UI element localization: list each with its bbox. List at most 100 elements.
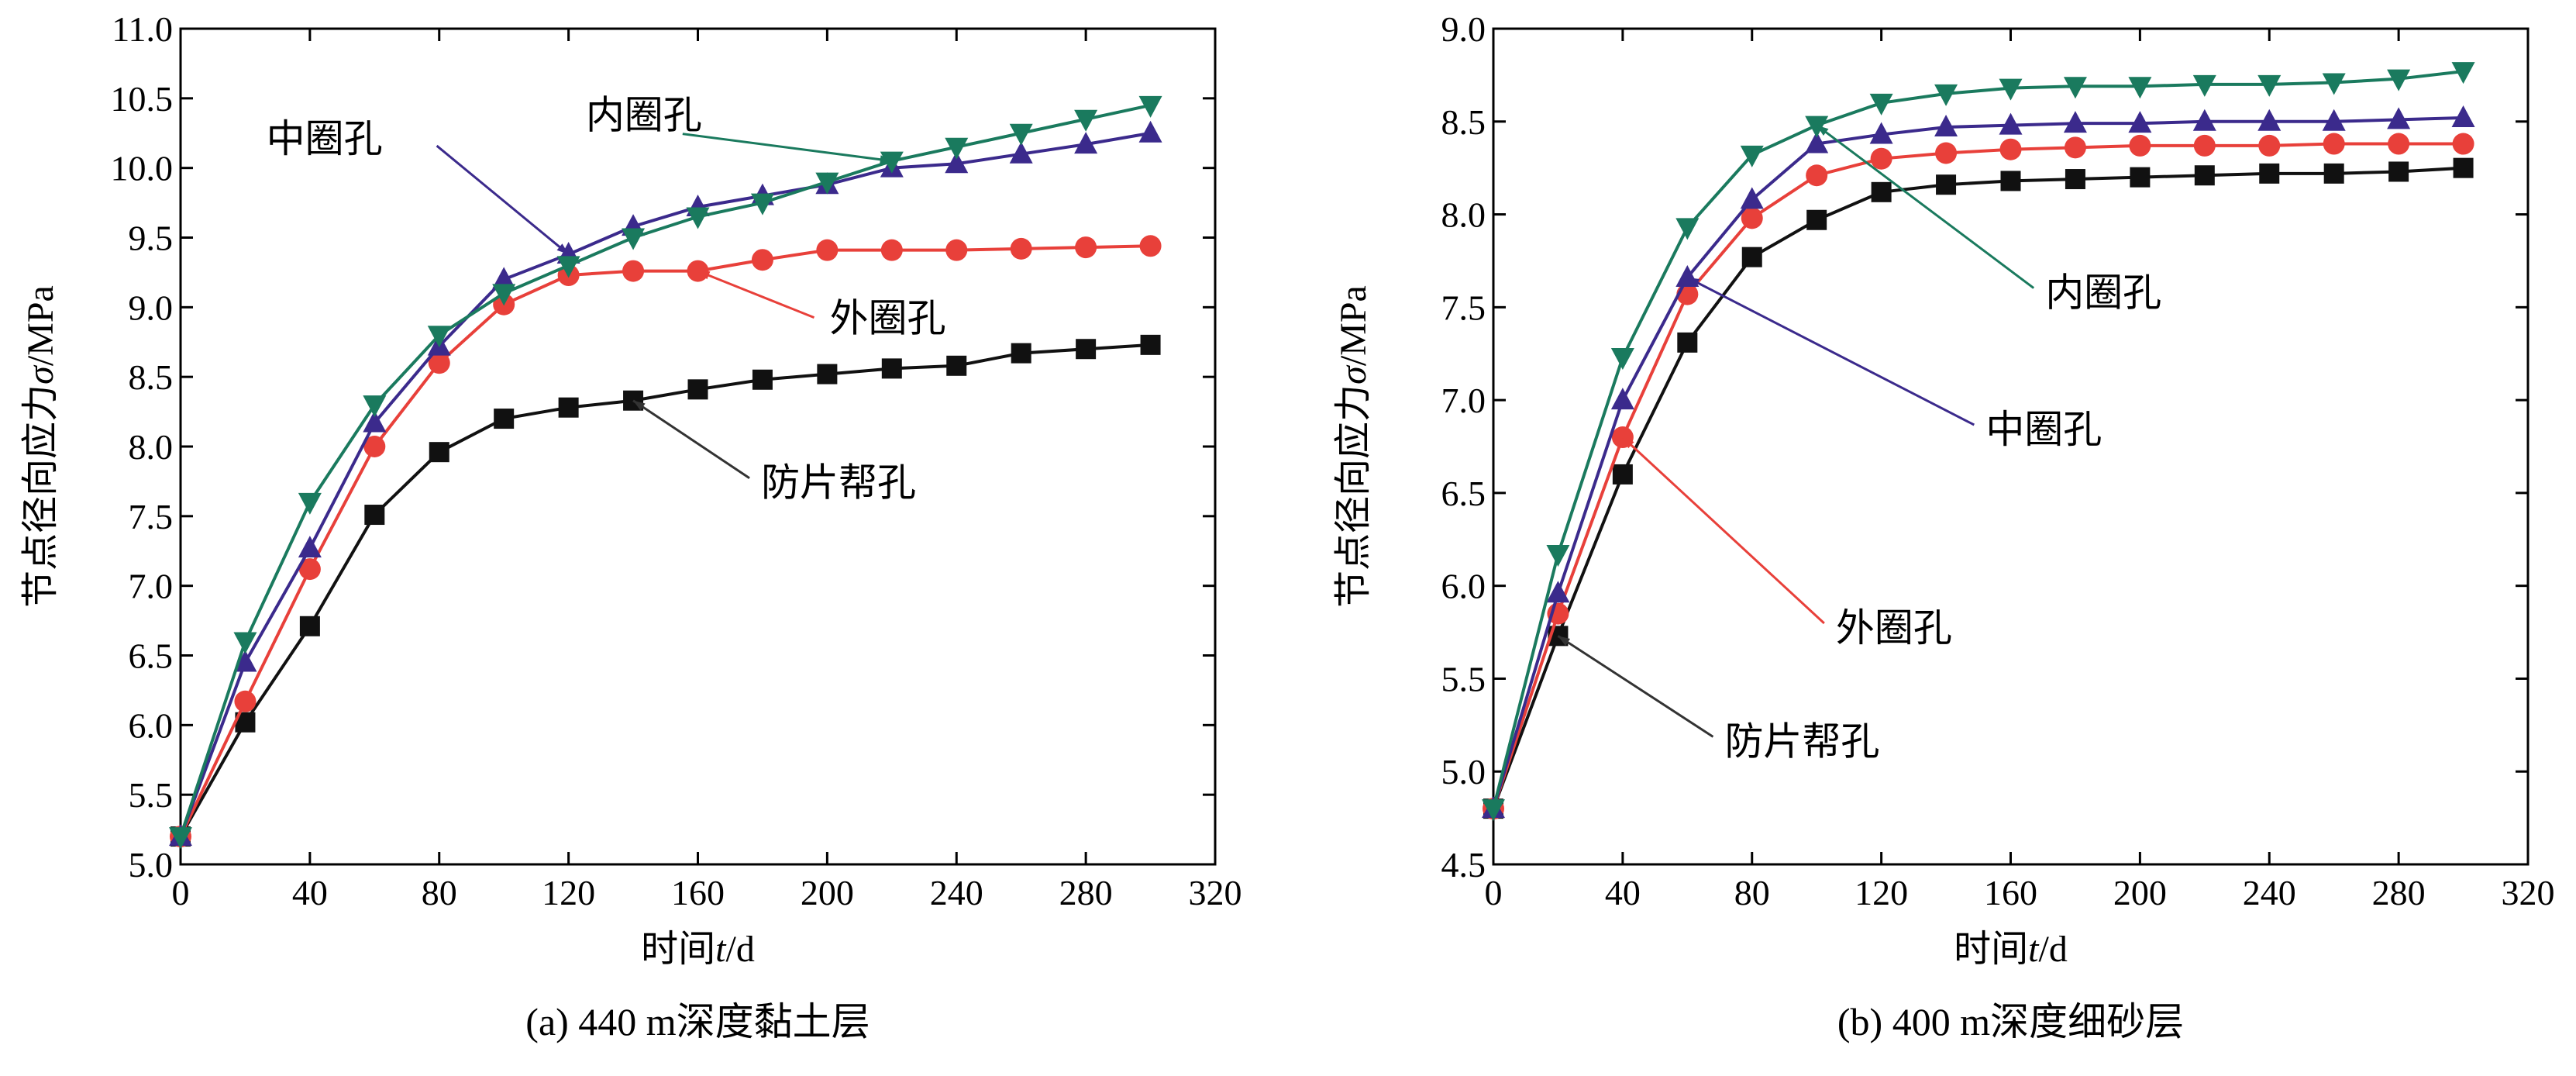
chart-panel-1: 0 40 80 120 160 200 240 280 320 5.0 5.5 6.0 6.5 7.0 7.…: [19, 9, 1242, 1043]
data-point: [2388, 161, 2409, 182]
data-point: [363, 395, 387, 418]
data-point: [2451, 105, 2475, 127]
series-annotation: 内圈孔: [2045, 271, 2161, 316]
x-tick-label: 240: [930, 873, 983, 912]
data-point: [1546, 581, 1570, 603]
data-point: [492, 267, 516, 289]
data-point: [945, 137, 969, 160]
data-point: [1999, 78, 2023, 101]
data-point: [2192, 109, 2216, 131]
data-point: [817, 364, 838, 385]
data-point: [1934, 84, 1958, 106]
figure-caption: (b) 400 m深度细砂层: [1837, 1000, 2184, 1043]
annotation-arrowhead: [697, 271, 711, 280]
data-point: [1138, 95, 1162, 118]
data-point: [1871, 181, 1892, 202]
data-point: [816, 239, 839, 261]
data-point: [1741, 247, 1762, 267]
x-tick-label: 240: [2243, 873, 2296, 912]
data-point: [750, 193, 774, 216]
y-tick-label: 4.5: [1441, 845, 1486, 885]
series-annotation: 外圈孔: [1836, 605, 1952, 650]
data-point: [881, 358, 902, 379]
data-point: [2322, 73, 2346, 95]
data-point: [2323, 133, 2345, 155]
data-point: [1009, 123, 1033, 146]
y-tick-label: 7.0: [1441, 381, 1486, 420]
figure-caption: (a) 440 m深度黏土层: [525, 1000, 870, 1043]
x-axis-label: 时间t/d: [641, 927, 755, 971]
y-tick-label: 6.5: [129, 636, 174, 676]
annotation-leader: [682, 133, 893, 163]
data-point: [1139, 235, 1162, 257]
data-point: [2322, 109, 2346, 131]
y-tick-label: 5.5: [129, 775, 174, 815]
y-tick-label: 5.5: [1441, 659, 1486, 698]
data-point: [815, 172, 839, 195]
x-tick-label: 120: [1855, 873, 1908, 912]
annotation-leader: [1816, 124, 2035, 289]
data-point: [363, 436, 386, 457]
data-point: [1675, 218, 1700, 240]
series-annotation: 防片帮孔: [761, 460, 916, 505]
data-point: [1740, 187, 1764, 209]
annotation-arrowhead: [1687, 278, 1700, 287]
series-annotation: 内圈孔: [586, 93, 702, 138]
data-point: [2193, 134, 2216, 157]
data-point: [1677, 332, 1698, 353]
data-point: [2257, 74, 2282, 97]
series-line-3: [1492, 166, 2464, 809]
y-tick-label: 9.0: [1441, 9, 1486, 49]
data-point: [299, 616, 320, 636]
data-point: [945, 151, 969, 174]
x-tick-label: 80: [1734, 873, 1770, 912]
series-annotation: 外圈孔: [830, 296, 946, 341]
data-point: [752, 369, 773, 390]
data-point: [1936, 174, 1957, 195]
x-tick-label: 200: [2113, 873, 2167, 912]
annotation-arrowhead: [1622, 437, 1634, 449]
data-point: [298, 558, 321, 581]
data-point: [1869, 93, 1893, 116]
y-tick-label: 9.0: [129, 288, 174, 327]
data-point: [1935, 142, 1958, 164]
data-point: [2451, 62, 2475, 84]
data-point: [558, 397, 579, 418]
data-point: [364, 505, 385, 526]
data-point: [1740, 145, 1764, 167]
data-point: [427, 326, 451, 348]
y-tick-label: 6.0: [1441, 567, 1486, 606]
y-tick-label: 7.5: [1441, 288, 1486, 327]
series-line-3: [179, 343, 1151, 838]
annotation-arrowhead: [556, 243, 569, 255]
data-point: [1999, 138, 2022, 160]
data-point: [2387, 69, 2411, 91]
data-point: [946, 355, 967, 376]
data-point: [1612, 464, 1633, 485]
x-tick-label: 40: [1605, 873, 1641, 912]
annotation-leader: [697, 270, 815, 319]
series-annotation: 中圈孔: [267, 116, 383, 161]
data-point: [880, 239, 903, 261]
annotation-leader: [1621, 436, 1825, 625]
y-tick-label: 8.0: [129, 427, 174, 467]
annotation-arrowhead: [880, 155, 892, 164]
x-tick-label: 160: [1984, 873, 2037, 912]
data-point: [556, 256, 580, 278]
data-point: [363, 410, 387, 433]
data-point: [494, 409, 515, 429]
series-line-2: [179, 244, 1151, 837]
y-tick-label: 10.5: [111, 79, 174, 119]
y-tick-label: 11.0: [112, 9, 173, 49]
y-tick-label: 8.5: [1441, 102, 1486, 142]
data-point: [2452, 133, 2474, 155]
x-tick-label: 200: [801, 873, 854, 912]
data-point: [2128, 77, 2152, 99]
data-point: [2388, 133, 2410, 155]
data-point: [622, 228, 646, 250]
data-point: [298, 536, 322, 558]
data-point: [2129, 134, 2151, 157]
x-tick-label: 0: [1485, 873, 1503, 912]
data-point: [492, 284, 516, 306]
